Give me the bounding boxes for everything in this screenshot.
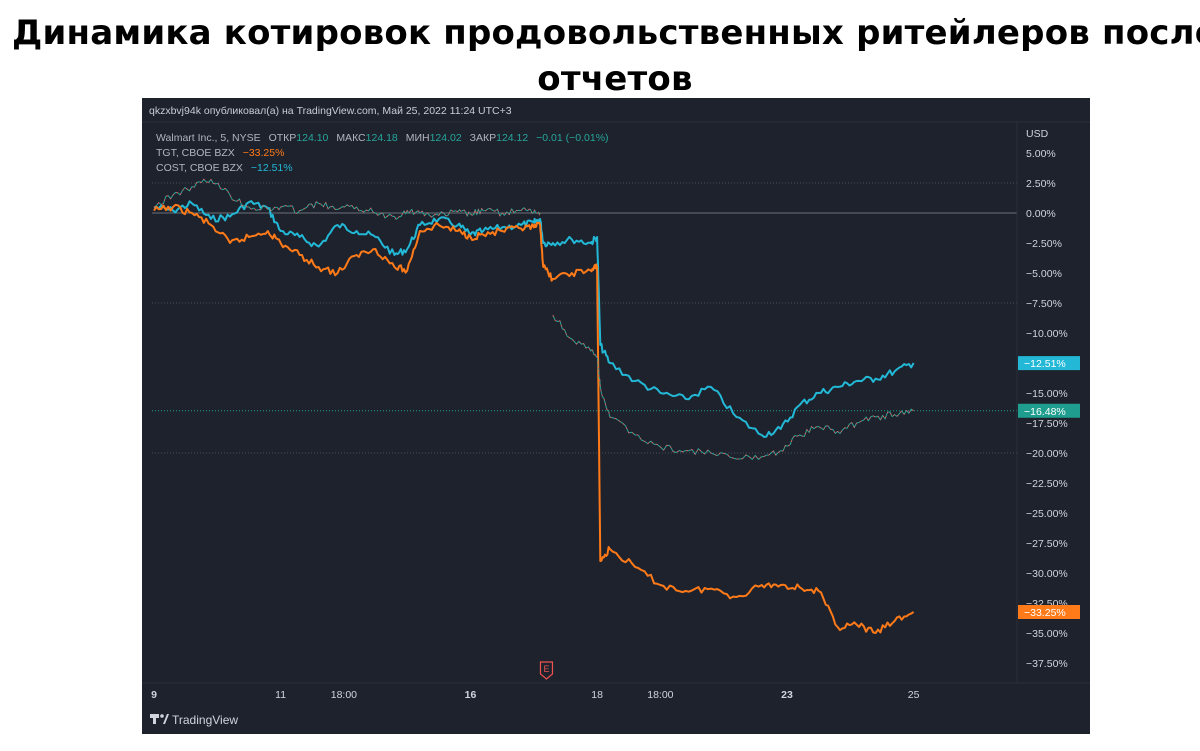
wmt-series-down-ticks	[153, 178, 914, 460]
legend-close-value: 124.12	[496, 132, 528, 144]
y-tick-label: −5.00%	[1026, 268, 1062, 280]
x-tick-label: 9	[151, 689, 157, 701]
x-tick-label: 18:00	[647, 689, 673, 701]
legend-main: Walmart Inc., 5, NYSE ОТКР124.10 МАКС124…	[156, 132, 609, 144]
x-tick-label: 23	[781, 689, 793, 701]
legend-low-value: 124.02	[430, 132, 462, 144]
time-scale[interactable]: 9 11 18:00 16 18 18:00 23 25	[151, 689, 920, 701]
x-tick-label: 18	[591, 689, 603, 701]
tradingview-watermark: TradingView	[172, 713, 238, 727]
svg-text:−16.48%: −16.48%	[1024, 406, 1066, 418]
y-tick-label: −17.50%	[1026, 418, 1068, 430]
cost-series-line[interactable]	[153, 200, 915, 438]
chart-attribution: qkzxbvj94k опубликовал(а) на TradingView…	[149, 105, 512, 117]
y-tick-label: −35.00%	[1026, 628, 1068, 640]
legend-main-name: Walmart Inc., 5, NYSE	[156, 132, 261, 144]
legend-open-value: 124.10	[296, 132, 328, 144]
y-tick-label: −22.50%	[1026, 478, 1068, 490]
svg-text:−12.51%: −12.51%	[1024, 358, 1066, 370]
y-tick-label: 0.00%	[1026, 208, 1056, 220]
legend-high-value: 124.18	[366, 132, 398, 144]
y-tick-label: −30.00%	[1026, 568, 1068, 580]
tradingview-logo: TradingView	[150, 713, 238, 727]
wmt-price-badge: −16.48%	[1018, 403, 1080, 418]
y-tick-label: −2.50%	[1026, 238, 1062, 250]
legend-cost-name: COST, CBOE BZX	[156, 162, 243, 174]
tgt-series-line[interactable]	[153, 203, 915, 634]
y-tick-label: −15.00%	[1026, 388, 1068, 400]
y-tick-label: −25.00%	[1026, 508, 1068, 520]
chart-panel[interactable]: qkzxbvj94k опубликовал(а) на TradingView…	[142, 98, 1090, 734]
y-tick-label: −20.00%	[1026, 448, 1068, 460]
legend-open-label: ОТКР	[269, 132, 297, 144]
legend-high-label: МАКС	[336, 132, 366, 144]
svg-text:−33.25%: −33.25%	[1024, 607, 1066, 619]
price-chart[interactable]: qkzxbvj94k опубликовал(а) на TradingView…	[142, 98, 1090, 734]
page-title: Динамика котировок продовольственных рит…	[12, 13, 1200, 99]
y-tick-label: −27.50%	[1026, 538, 1068, 550]
tgt-price-badge: −33.25%	[1018, 605, 1080, 619]
currency-label: USD	[1026, 128, 1049, 140]
x-tick-label: 18:00	[331, 689, 357, 701]
y-tick-label: −37.50%	[1026, 658, 1068, 670]
y-tick-label: −7.50%	[1026, 298, 1062, 310]
legend-low-label: МИН	[406, 132, 430, 144]
x-tick-label: 16	[465, 689, 477, 701]
earnings-marker-label: E	[543, 664, 549, 674]
x-tick-label: 25	[908, 689, 920, 701]
tv-logo-icon	[150, 714, 159, 718]
earnings-marker[interactable]: E	[539, 661, 554, 680]
legend-cost-change: −12.51%	[251, 162, 293, 174]
x-tick-label: 11	[275, 689, 286, 701]
legend-tgt: TGT, CBOE BZX −33.25%	[156, 147, 284, 159]
cost-price-badge: −12.51%	[1018, 356, 1080, 371]
y-tick-label: −10.00%	[1026, 328, 1068, 340]
legend-main-change: −0.01 (−0.01%)	[536, 132, 608, 144]
legend-tgt-change: −33.25%	[243, 147, 285, 159]
y-tick-label: 2.50%	[1026, 178, 1056, 190]
legend-tgt-name: TGT, CBOE BZX	[156, 147, 235, 159]
legend-cost: COST, CBOE BZX −12.51%	[156, 162, 293, 174]
legend-close-label: ЗАКР	[470, 132, 496, 144]
legend: Walmart Inc., 5, NYSE ОТКР124.10 МАКС124…	[156, 132, 609, 174]
y-tick-label: 5.00%	[1026, 148, 1056, 160]
